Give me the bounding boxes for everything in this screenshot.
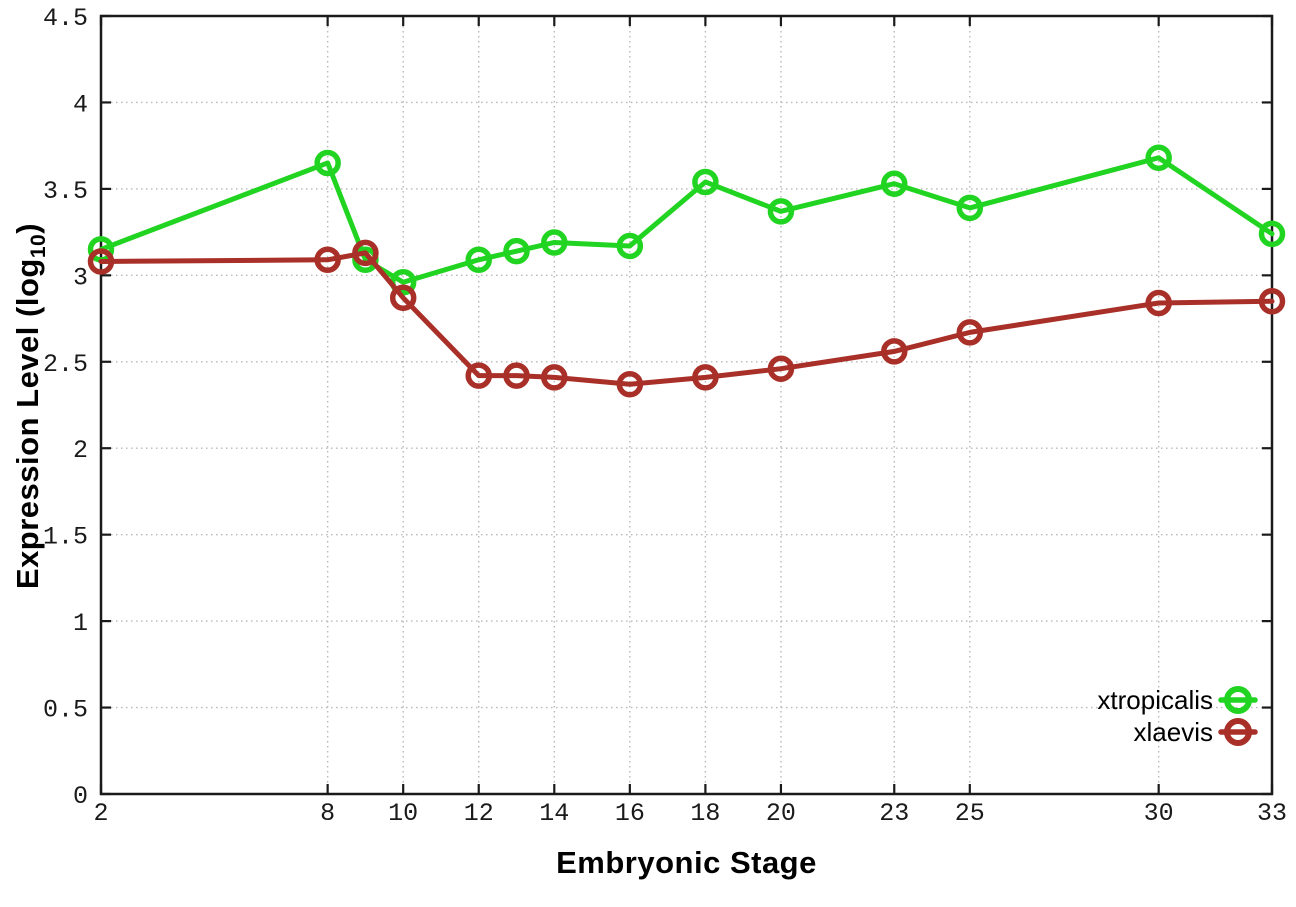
series-xlaevis-marker [465, 362, 492, 389]
x-tick-label: 10 [388, 799, 418, 828]
series-xlaevis-marker [87, 248, 115, 275]
legend-sample-xtropicalis-marker [1224, 686, 1252, 714]
y-axis-title: Expression Level (log10) [7, 106, 51, 706]
series-xlaevis-marker [881, 338, 908, 365]
y-tick-label: 3.5 [43, 177, 88, 206]
x-tick-label: 25 [955, 799, 985, 828]
x-tick-label: 14 [539, 799, 569, 828]
series-xtropicalis-marker [314, 149, 341, 177]
x-tick-label: 2 [93, 799, 108, 828]
y-tick-label: 3 [73, 263, 88, 292]
x-tick-label: 12 [464, 799, 494, 828]
series-xlaevis-marker [503, 362, 530, 389]
x-tick-label: 18 [690, 799, 720, 828]
y-tick-label: 4.5 [43, 4, 88, 33]
series-xlaevis-marker [389, 284, 417, 312]
y-tick-label: 2 [73, 436, 88, 465]
y-tick-label: 1.5 [43, 523, 88, 552]
y-axis-title-close: ) [10, 222, 45, 234]
y-tick-label: 0 [73, 782, 88, 811]
series-xtropicalis-marker [767, 198, 795, 225]
series-xtropicalis-marker [616, 232, 644, 260]
series-xlaevis-marker [1258, 288, 1286, 315]
y-axis-title-main: Expression Level (log [10, 258, 45, 590]
series-xlaevis-marker [352, 239, 379, 267]
y-tick-label: 2.5 [43, 350, 88, 379]
series-xlaevis-marker [616, 371, 644, 398]
y-tick-label: 4 [73, 90, 88, 119]
x-axis-title: Embryonic Stage [556, 845, 817, 880]
series-xlaevis-marker [314, 246, 341, 274]
series-xtropicalis-marker [465, 246, 492, 274]
legend-sample-xlaevis-marker [1224, 718, 1252, 746]
series-xtropicalis-marker [1145, 144, 1172, 172]
series-xtropicalis-marker [1258, 220, 1286, 248]
legend-label-xtropicalis: xtropicalis [1097, 685, 1213, 715]
series-xtropicalis-marker [692, 168, 719, 196]
series-xlaevis-line [98, 250, 1275, 387]
x-tick-label: 33 [1257, 799, 1287, 828]
x-tick-label: 23 [879, 799, 909, 828]
x-tick-label: 16 [615, 799, 645, 828]
series-xtropicalis-marker [541, 229, 568, 256]
y-tick-label: 1 [73, 609, 88, 638]
series-xlaevis-marker [767, 355, 795, 382]
series-xlaevis-marker [541, 364, 568, 391]
series-xlaevis-marker [1145, 289, 1172, 317]
x-tick-label: 8 [320, 799, 335, 828]
x-tick-label: 30 [1144, 799, 1174, 828]
y-tick-label: 0.5 [43, 696, 88, 725]
series-xlaevis-marker [956, 319, 984, 346]
series-xlaevis-marker [692, 364, 719, 391]
legend-label-xlaevis: xlaevis [1133, 717, 1213, 747]
x-tick-label: 20 [766, 799, 796, 828]
series-xtropicalis-marker [503, 237, 530, 265]
series-xtropicalis-marker [956, 194, 984, 222]
series-xtropicalis-marker [881, 170, 908, 197]
series-xtropicalis-line [98, 155, 1275, 285]
plot-border [99, 14, 1274, 796]
y-axis-title-subscript: 10 [27, 233, 51, 259]
